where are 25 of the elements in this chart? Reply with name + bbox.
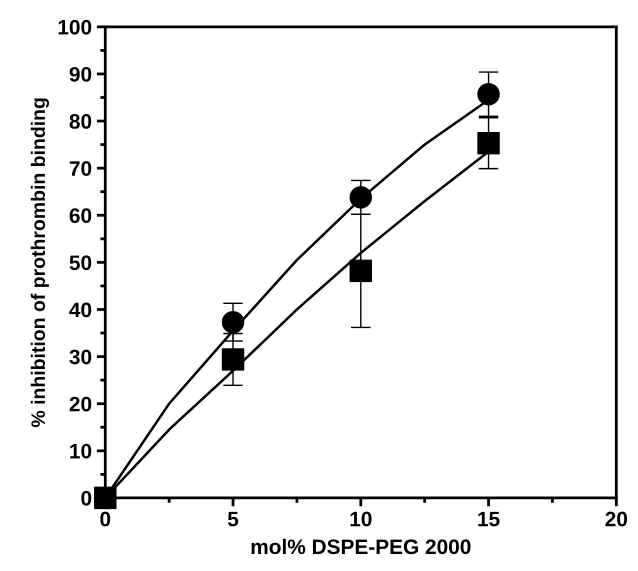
point	[222, 348, 244, 371]
y-tick-label: 90	[70, 66, 92, 82]
y-axis-title: % inhibition of prothrombin binding	[30, 98, 49, 428]
point	[94, 486, 116, 510]
point	[350, 260, 372, 282]
y-tick-label: 70	[70, 161, 92, 176]
x-axis-title: mol% DSPE-PEG 2000	[252, 538, 471, 554]
y-tick-label: 20	[70, 396, 92, 412]
y-tick-label: 100	[58, 20, 92, 35]
x-tick-label: 10	[350, 512, 372, 526]
y-tick-label: 60	[70, 208, 92, 224]
y-tick-label: 40	[69, 302, 92, 318]
point	[222, 310, 244, 334]
point	[477, 82, 500, 106]
x-tick-label: 20	[605, 512, 628, 526]
y-tick-label: 30	[69, 350, 92, 364]
y-tick-label: 0	[81, 490, 92, 506]
y-tick-label: 10	[70, 444, 92, 459]
x-tick-label: 15	[478, 512, 500, 526]
point	[477, 132, 500, 154]
y-tick-label: 50	[70, 255, 92, 270]
x-tick-label: 0	[100, 512, 110, 526]
point	[350, 186, 372, 209]
y-tick-label: 80	[70, 114, 92, 129]
x-tick-label: 5	[228, 512, 238, 526]
